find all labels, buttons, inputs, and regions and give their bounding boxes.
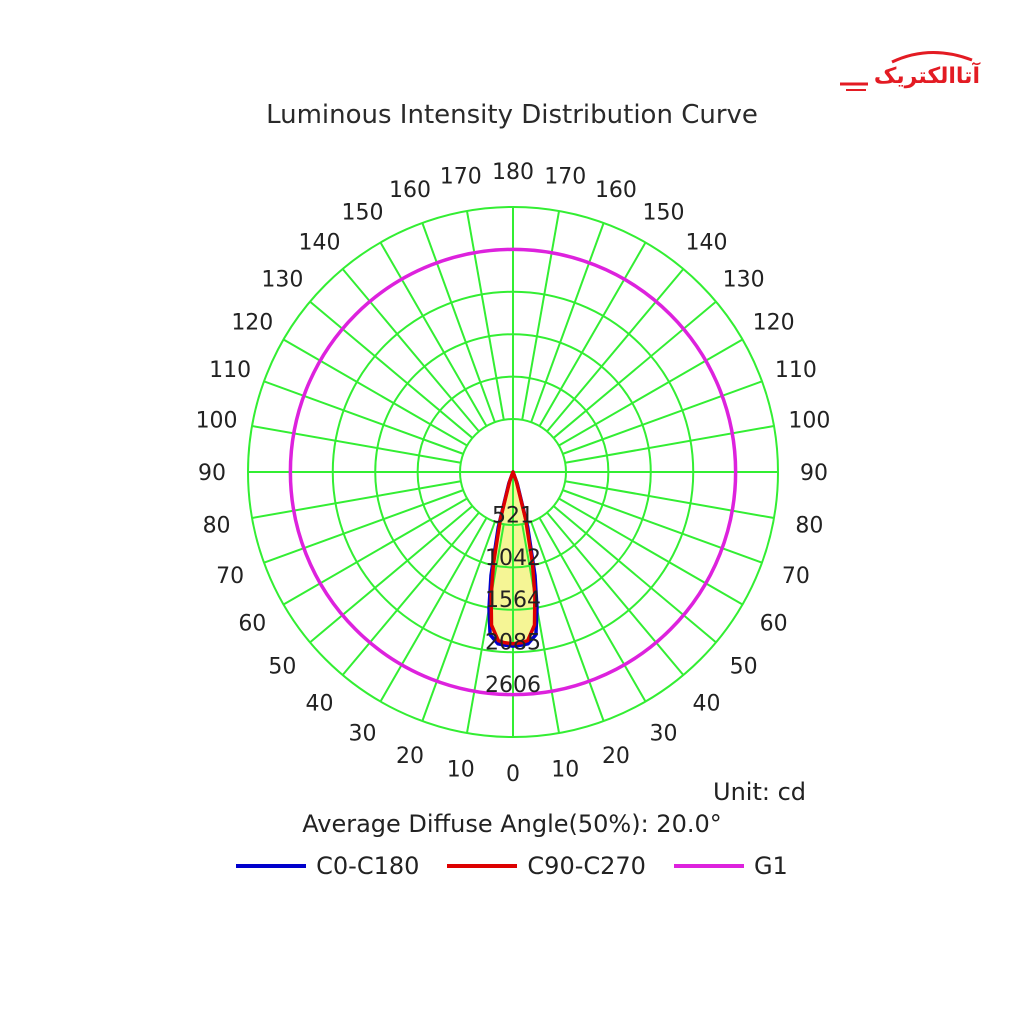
grid-spoke-350 — [465, 524, 505, 734]
angle-label-right-140: 140 — [685, 230, 727, 255]
angle-label-left-140: 140 — [299, 230, 341, 255]
angle-label-left-10: 10 — [447, 757, 475, 782]
grid-spoke-30 — [538, 517, 647, 702]
grid-spoke-50 — [552, 505, 717, 644]
angle-label-right-70: 70 — [782, 564, 810, 589]
angle-label-right-50: 50 — [730, 654, 758, 679]
grid-spoke-40 — [546, 511, 685, 676]
angle-label-right-60: 60 — [760, 612, 788, 637]
grid-spoke-310 — [309, 505, 474, 644]
chart-title: Luminous Intensity Distribution Curve — [266, 100, 758, 130]
angle-label-left-130: 130 — [261, 268, 303, 293]
radial-label-2606: 2606 — [485, 673, 541, 698]
legend-item-g1: G1 — [673, 852, 788, 880]
angle-label-right-150: 150 — [643, 200, 685, 225]
grid-spoke-80 — [565, 480, 775, 520]
grid-spoke-210 — [379, 242, 488, 427]
angle-label-left-60: 60 — [238, 612, 266, 637]
grid-spoke-150 — [538, 242, 647, 427]
grid-spoke-230 — [309, 300, 474, 439]
legend-label-c0-c180: C0-C180 — [316, 852, 420, 880]
angle-label-right-160: 160 — [595, 178, 637, 203]
angle-label-left-40: 40 — [306, 692, 334, 717]
radial-label-2085: 2085 — [485, 631, 541, 656]
angle-label-right-20: 20 — [602, 744, 630, 769]
grid-spoke-240 — [283, 338, 468, 447]
grid-spoke-250 — [263, 380, 464, 455]
angle-label-right-10: 10 — [551, 757, 579, 782]
grid-spoke-340 — [421, 521, 496, 722]
logo-swoosh-icon — [840, 51, 973, 91]
grid-spoke-190 — [465, 210, 505, 420]
legend-item-c90-c270: C90-C270 — [447, 852, 646, 880]
grid-spoke-260 — [251, 424, 461, 464]
unit-label: Unit: cd — [713, 778, 806, 806]
grid-spoke-280 — [251, 480, 461, 520]
series-c90-c270-curve — [489, 470, 537, 646]
grid-spoke-100 — [565, 424, 775, 464]
grid-spoke-10 — [521, 524, 561, 734]
angle-label-right-110: 110 — [775, 358, 817, 383]
radial-label-1042: 1042 — [485, 546, 541, 571]
legend-swatch-c0-c180 — [236, 864, 307, 868]
angle-label-left-100: 100 — [196, 409, 238, 434]
brand-logo: آتاالکتریک — [840, 44, 980, 100]
angle-label-left-20: 20 — [396, 744, 424, 769]
grid-spoke-330 — [379, 517, 488, 702]
legend-swatch-c90-c270 — [447, 864, 518, 868]
grid-spoke-130 — [552, 300, 717, 439]
angle-label-right-40: 40 — [692, 692, 720, 717]
angle-label-left-0: 0 — [506, 762, 520, 787]
legend-swatch-g1 — [673, 864, 744, 868]
legend-label-g1: G1 — [753, 852, 788, 880]
grid-spoke-320 — [341, 511, 480, 676]
grid-spoke-200 — [421, 222, 496, 423]
angle-label-left-150: 150 — [342, 200, 384, 225]
grid-spoke-300 — [283, 497, 468, 606]
grid-spoke-70 — [562, 489, 763, 564]
grid-spoke-20 — [530, 521, 605, 722]
angle-label-right-100: 100 — [788, 409, 830, 434]
chart-legend: C0-C180 C90-C270 G1 — [0, 852, 1024, 880]
grid-spoke-60 — [558, 497, 743, 606]
angle-label-left-80: 80 — [203, 513, 231, 538]
series-g1-curve — [288, 247, 738, 697]
angle-label-right-90: 90 — [800, 461, 828, 486]
grid-spoke-220 — [341, 268, 480, 433]
angle-label-right-120: 120 — [753, 311, 795, 336]
angle-label-left-70: 70 — [216, 564, 244, 589]
grid-spoke-160 — [530, 222, 605, 423]
radial-label-521: 521 — [492, 503, 534, 528]
angle-label-left-170: 170 — [440, 165, 482, 190]
angle-label-left-110: 110 — [209, 358, 251, 383]
angle-label-left-30: 30 — [349, 722, 377, 747]
legend-label-c90-c270: C90-C270 — [527, 852, 646, 880]
angle-label-left-160: 160 — [389, 178, 431, 203]
angle-label-right-30: 30 — [650, 722, 678, 747]
diffuse-angle-annotation: Average Diffuse Angle(50%): 20.0° — [302, 810, 722, 838]
brand-name: آتاالکتریک — [873, 64, 980, 89]
angle-label-left-120: 120 — [231, 311, 273, 336]
angle-label-right-170: 170 — [544, 165, 586, 190]
angle-label-right-130: 130 — [723, 268, 765, 293]
legend-item-c0-c180: C0-C180 — [236, 852, 419, 880]
grid-spoke-120 — [558, 338, 743, 447]
angle-label-right-80: 80 — [795, 513, 823, 538]
angle-label-left-90: 90 — [198, 461, 226, 486]
angle-label-left-180: 180 — [492, 160, 534, 185]
radial-label-1564: 1564 — [485, 588, 541, 613]
grid-spoke-110 — [562, 380, 763, 455]
grid-spoke-170 — [521, 210, 561, 420]
grid-spoke-290 — [263, 489, 464, 564]
grid-spoke-140 — [546, 268, 685, 433]
angle-label-left-50: 50 — [268, 654, 296, 679]
